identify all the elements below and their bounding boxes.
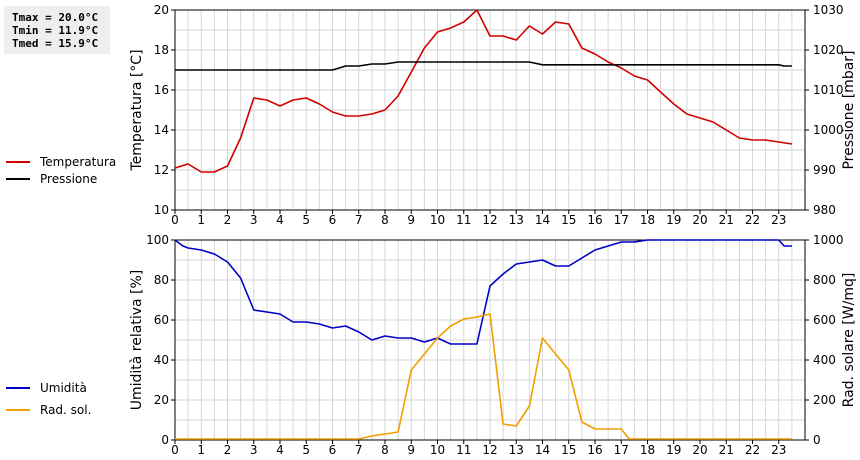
y-left-tick-label: 14 [154,123,169,137]
stats-box: Tmax = 20.0°C Tmin = 11.9°C Tmed = 15.9°… [4,6,110,54]
x-tick-label: 13 [509,443,524,457]
y-left-tick-label: 20 [154,393,169,407]
x-tick-label: 21 [719,443,734,457]
x-tick-label: 7 [355,213,363,227]
x-tick-label: 21 [719,213,734,227]
x-tick-label: 2 [224,443,232,457]
humidity-panel: 0 1 2 3 4 5 6 7 8 9 10 11 12 13 14 15 16 17 18 19 20 21 22 2302… [129,233,857,457]
x-tick-label: 23 [771,443,786,457]
y-left-tick-label: 12 [154,163,169,177]
y-right-tick-label: 200 [813,393,836,407]
x-tick-label: 18 [640,213,655,227]
stat-tmin: Tmin = 11.9°C [12,24,99,37]
y-right-tick-label: 1030 [813,3,844,17]
x-tick-label: 15 [561,213,576,227]
x-tick-label: 17 [614,213,629,227]
x-tick-label: 10 [430,443,445,457]
x-tick-label: 11 [456,443,471,457]
x-tick-label: 12 [482,443,497,457]
y-right-tick-label: 1000 [813,233,844,247]
stat-tmed: Tmed = 15.9°C [12,37,99,50]
x-tick-label: 18 [640,443,655,457]
x-tick-label: 3 [250,443,258,457]
y-left-tick-label: 20 [154,3,169,17]
x-tick-label: 15 [561,443,576,457]
legend-swatch-rad-sol [6,409,30,411]
x-tick-label: 13 [509,213,524,227]
x-tick-label: 9 [407,213,415,227]
y-right-tick-label: 0 [813,433,821,447]
y-left-tick-label: 16 [154,83,169,97]
y-left-tick-label: 60 [154,313,169,327]
y-right-axis-title: Pressione [mbar] [841,50,857,169]
legend-swatch-temperatura [6,161,30,163]
y-right-tick-label: 800 [813,273,836,287]
x-tick-label: 14 [535,213,550,227]
x-tick-label: 3 [250,213,258,227]
y-right-tick-label: 400 [813,353,836,367]
y-left-tick-label: 80 [154,273,169,287]
x-tick-label: 17 [614,443,629,457]
x-tick-label: 9 [407,443,415,457]
y-left-tick-label: 40 [154,353,169,367]
legend-swatch-umidita [6,387,30,389]
legend-label-temperatura: Temperatura [40,155,117,169]
x-tick-label: 23 [771,213,786,227]
x-tick-label: 0 [171,443,179,457]
y-left-tick-label: 100 [146,233,169,247]
x-tick-label: 1 [197,213,205,227]
x-tick-label: 20 [692,443,707,457]
y-right-axis-title: Rad. solare [W/mq] [841,273,857,408]
y-left-axis-title: Temperatura [°C] [129,49,145,171]
x-tick-label: 14 [535,443,550,457]
x-tick-label: 2 [224,213,232,227]
x-tick-label: 8 [381,213,389,227]
x-tick-label: 12 [482,213,497,227]
y-right-tick-label: 980 [813,203,836,217]
x-tick-label: 16 [587,443,602,457]
x-tick-label: 4 [276,213,284,227]
x-tick-label: 22 [745,443,760,457]
series-line-umidit [174,239,792,345]
legend-label-rad-sol: Rad. sol. [40,403,92,417]
series-line-pressione [175,61,792,71]
x-tick-label: 5 [302,443,310,457]
y-right-tick-label: 1010 [813,83,844,97]
x-tick-label: 16 [587,213,602,227]
legend-label-pressione: Pressione [40,172,98,186]
x-tick-label: 20 [692,213,707,227]
y-left-tick-label: 10 [154,203,169,217]
x-tick-label: 8 [381,443,389,457]
y-right-tick-label: 990 [813,163,836,177]
x-tick-label: 19 [666,213,681,227]
x-tick-label: 0 [171,213,179,227]
x-tick-label: 19 [666,443,681,457]
x-tick-label: 22 [745,213,760,227]
series-line-rad-sol [175,313,792,440]
temperature-panel: 0 1 2 3 4 5 6 7 8 9 10 11 12 13 14 15 16 17 18 19 20 21 22 2310… [129,3,857,227]
legend-label-umidita: Umidità [40,381,87,395]
y-left-tick-label: 18 [154,43,169,57]
x-tick-label: 11 [456,213,471,227]
y-right-tick-label: 1020 [813,43,844,57]
y-right-tick-label: 1000 [813,123,844,137]
y-right-tick-label: 600 [813,313,836,327]
stat-tmax: Tmax = 20.0°C [12,11,99,24]
x-tick-label: 6 [329,443,337,457]
y-left-axis-title: Umidità relativa [%] [129,270,145,411]
x-tick-label: 7 [355,443,363,457]
x-tick-label: 6 [329,213,337,227]
x-tick-label: 1 [197,443,205,457]
legend-swatch-pressione [6,178,30,180]
series-line-temperatura [174,9,793,173]
x-tick-label: 5 [302,213,310,227]
y-left-tick-label: 0 [161,433,169,447]
x-tick-label: 4 [276,443,284,457]
x-tick-label: 10 [430,213,445,227]
